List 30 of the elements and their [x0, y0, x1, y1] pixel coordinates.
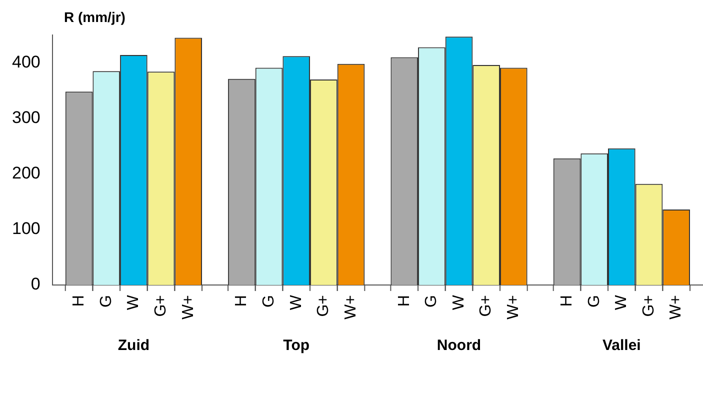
x-tick-label: Vallei	[602, 337, 641, 354]
text: H	[558, 295, 576, 307]
text: G+	[640, 295, 658, 317]
y-tick-label: 300	[12, 108, 40, 128]
text: G+	[478, 295, 495, 317]
text: H	[396, 295, 413, 307]
text: H	[233, 295, 250, 307]
y-tick-label: 200	[12, 164, 40, 183]
text: W+	[180, 295, 197, 320]
text: G	[98, 295, 115, 308]
y-tick-label: 100	[12, 219, 40, 238]
text: G	[423, 295, 440, 308]
text: G+	[315, 295, 332, 317]
y-axis-title: R (mm/jr)	[64, 8, 126, 25]
y-tick-label: 400	[12, 52, 40, 72]
text: G	[260, 295, 278, 308]
x-tick-label: Zuid	[118, 337, 150, 354]
text: G	[586, 295, 603, 308]
text: W	[125, 294, 142, 310]
text: W+	[505, 295, 522, 320]
text: W+	[342, 295, 360, 320]
text: W	[288, 295, 305, 310]
text: H	[70, 295, 88, 307]
x-tick-label: Noord	[436, 337, 482, 354]
text: W	[613, 295, 630, 310]
x-tick-label: Top	[283, 337, 310, 354]
text: W	[450, 295, 468, 310]
text: G+	[152, 295, 170, 317]
text: W+	[668, 295, 685, 320]
y-tick-label: 0	[30, 274, 40, 294]
